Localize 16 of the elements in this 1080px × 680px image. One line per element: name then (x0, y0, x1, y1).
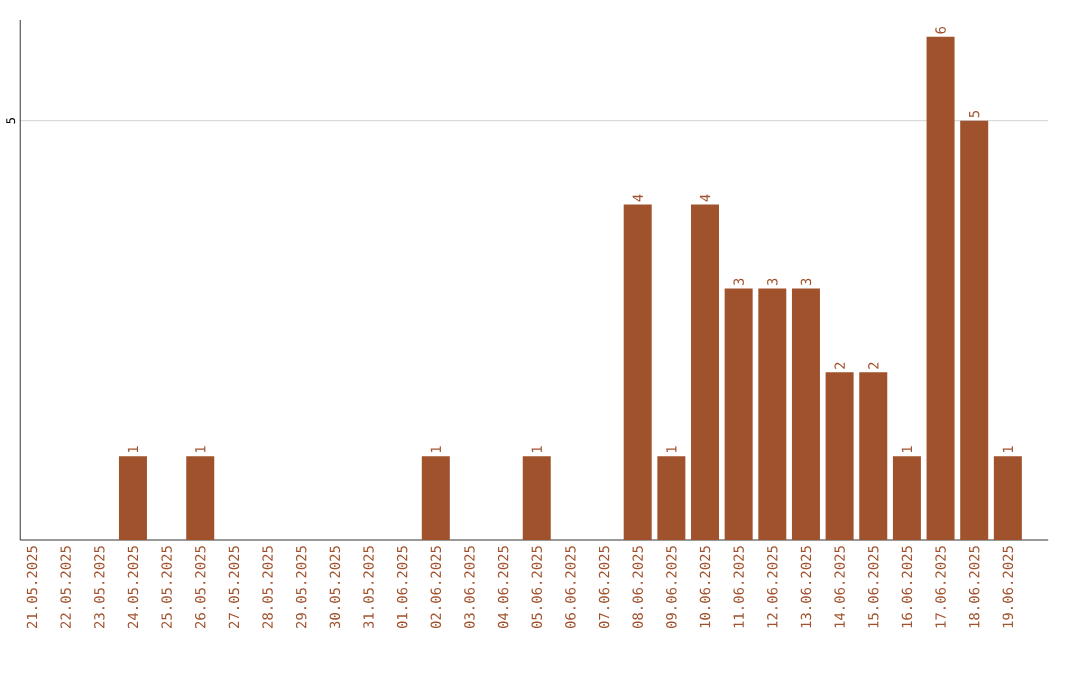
bar (758, 288, 787, 540)
bar (691, 204, 719, 540)
bar (118, 456, 147, 540)
bar (522, 456, 551, 540)
bar (892, 456, 921, 540)
bar (186, 456, 215, 540)
bar (859, 372, 888, 540)
bar (993, 456, 1022, 540)
bar (926, 36, 955, 540)
bar (657, 456, 686, 540)
bar (724, 288, 753, 540)
bar (960, 120, 989, 540)
bar (825, 372, 854, 540)
bar (421, 456, 450, 540)
bar (623, 204, 652, 540)
bar (791, 288, 820, 540)
